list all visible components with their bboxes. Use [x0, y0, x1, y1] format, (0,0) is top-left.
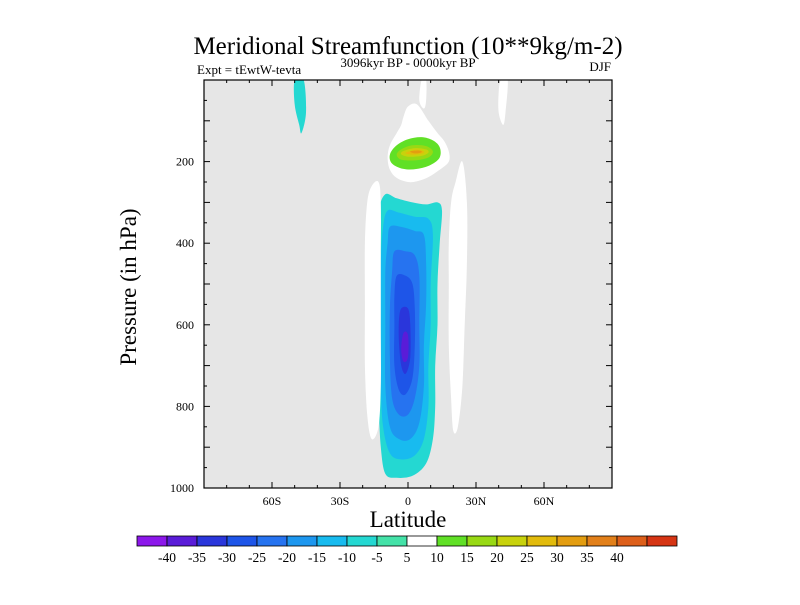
x-tick-label: 30N: [466, 494, 487, 508]
y-tick-label: 200: [176, 155, 194, 169]
colorbar-label: 40: [610, 550, 624, 565]
season-label: DJF: [589, 59, 611, 74]
contour-region-3: [448, 161, 468, 434]
colorbar-box: [136, 535, 168, 547]
contour-level-neg5: [293, 80, 307, 134]
contour-level-5: [419, 80, 427, 109]
contour-level-30: [410, 150, 422, 154]
contour-level-neg35: [401, 331, 409, 363]
y-axis-ticks: 200 400 600 800 1000: [170, 79, 612, 495]
colorbar-label: 15: [460, 550, 474, 565]
chart-title: Meridional Streamfunction (10**9kg/m-2): [193, 33, 622, 60]
colorbar: -40 -35 -30 -25 -20 -15 -10 -5 5 10 15 20 25 30 35 40: [136, 535, 678, 565]
x-axis-label: Latitude: [370, 507, 447, 532]
colorbar-box: [346, 535, 378, 547]
colorbar-label: 5: [404, 550, 411, 565]
x-axis-ticks: 60S 30S 0 30N 60N: [203, 80, 613, 508]
colorbar-box: [616, 535, 648, 547]
colorbar-box: [556, 535, 588, 547]
contour-layer: [293, 80, 508, 478]
colorbar-box: [436, 535, 468, 547]
colorbar-label: 30: [550, 550, 564, 565]
colorbar-box: [166, 535, 198, 547]
y-axis-label: Pressure (in hPa): [116, 208, 141, 365]
colorbar-box: [526, 535, 558, 547]
colorbar-label: 20: [490, 550, 504, 565]
colorbar-box: [376, 535, 408, 547]
colorbar-label: 25: [520, 550, 534, 565]
y-tick-label: 800: [176, 399, 194, 413]
colorbar-box: [646, 535, 678, 547]
colorbar-box: [196, 535, 228, 547]
colorbar-box: [256, 535, 288, 547]
y-tick-label: 600: [176, 318, 194, 332]
contour-region-5: [498, 80, 508, 125]
colorbar-box: [406, 535, 438, 547]
x-tick-label: 60S: [263, 494, 282, 508]
colorbar-box: [496, 535, 528, 547]
contour-level-5: [364, 181, 381, 440]
colorbar-label: -20: [278, 550, 296, 565]
contour-level-5: [498, 80, 508, 125]
contour-region-6: [419, 80, 427, 109]
colorbar-box: [466, 535, 498, 547]
contour-region-1: [376, 193, 443, 478]
colorbar-label: -10: [338, 550, 356, 565]
contour-fills: [293, 80, 508, 478]
colorbar-box: [586, 535, 618, 547]
colorbar-box: [286, 535, 318, 547]
colorbar-label: 35: [580, 550, 594, 565]
experiment-label: Expt = tEwtW-tevta: [197, 62, 301, 77]
y-tick-label: 1000: [170, 481, 194, 495]
colorbar-label: -25: [248, 550, 266, 565]
x-tick-label: 30S: [331, 494, 350, 508]
colorbar-label: -40: [158, 550, 176, 565]
colorbar-box: [226, 535, 258, 547]
colorbar-box: [316, 535, 348, 547]
colorbar-label: -30: [218, 550, 236, 565]
colorbar-label: -5: [371, 550, 382, 565]
x-tick-label: 60N: [534, 494, 555, 508]
colorbar-label: 10: [430, 550, 444, 565]
contour-region-4: [293, 80, 307, 134]
colorbar-label: -35: [188, 550, 206, 565]
period-label: 3096kyr BP - 0000kyr BP: [340, 55, 475, 70]
contour-region-0: [387, 103, 450, 183]
x-tick-label: 0: [405, 494, 411, 508]
y-tick-label: 400: [176, 236, 194, 250]
contour-level-5: [448, 161, 468, 434]
contour-region-2: [364, 181, 381, 440]
colorbar-label: -15: [308, 550, 326, 565]
